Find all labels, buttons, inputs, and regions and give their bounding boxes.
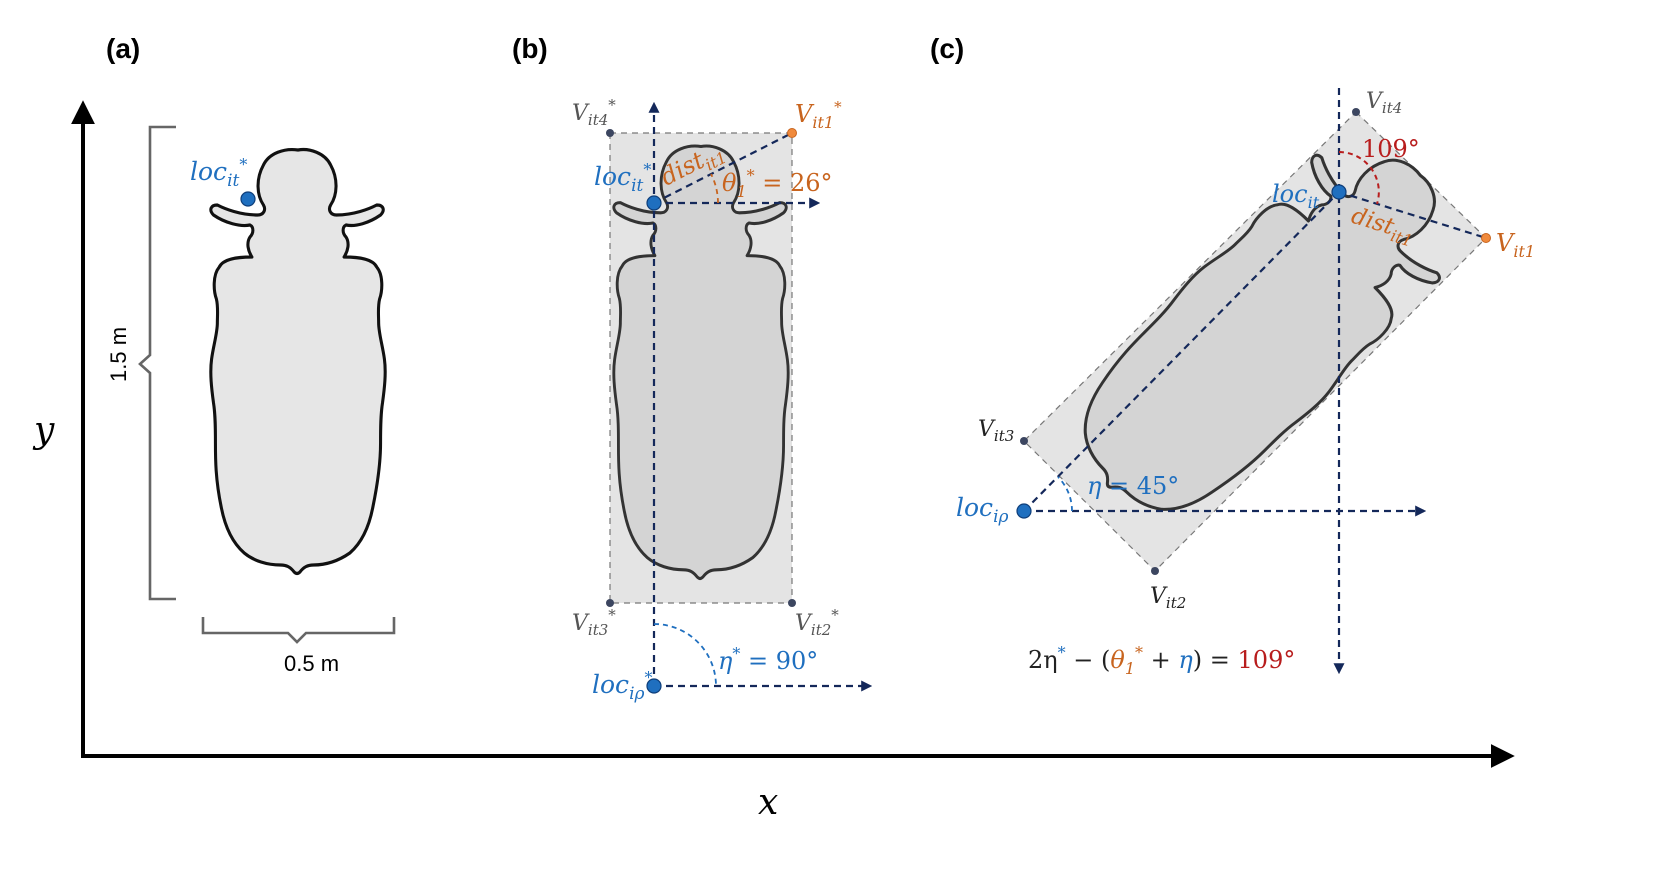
vertex-4-label: Vit4: [1366, 89, 1402, 117]
vertex-3-point: [1020, 437, 1028, 445]
vertex-2-label: Vit2*: [795, 606, 839, 639]
angle-109-label: 109°: [1362, 135, 1420, 163]
loc-rho-label: lociρ: [956, 493, 1009, 527]
height-bracket: [138, 125, 176, 601]
human-silhouette-aligned: [612, 144, 790, 581]
height-dimension-label: 1.5 m: [106, 327, 131, 382]
loc-it-star-point: [646, 195, 662, 211]
vertex-4-point: [1352, 108, 1360, 116]
vertex-4-label: Vit4*: [572, 96, 616, 129]
panel-b-label: (b): [512, 33, 548, 64]
loc-it-label: locit: [1272, 180, 1320, 212]
angle-formula: 2η* − (θ1* + η) = 109°: [1028, 643, 1295, 678]
vertex-3-label: Vit3*: [572, 606, 616, 639]
theta-label: θ1* = 26°: [722, 166, 833, 201]
human-silhouette-top-view: [209, 147, 387, 576]
loc-it-star-label: locit*: [190, 155, 247, 191]
vertex-2-point: [788, 599, 796, 607]
x-axis-label: x: [758, 782, 778, 823]
loc-it-point: [1331, 184, 1347, 200]
panel-a-label: (a): [106, 33, 140, 64]
eta-label: η = 45°: [1087, 472, 1179, 500]
vertex-1-label: Vit1*: [795, 98, 842, 132]
eta-star-label: η* = 90°: [718, 644, 818, 675]
loc-rho-star-point: [646, 678, 662, 694]
panel-c: Vit4 Vit1 Vit3 Vit2 locit distit1 109° η…: [956, 88, 1535, 678]
vertex-1-point: [787, 128, 797, 138]
eta-arc: [1057, 476, 1073, 512]
distance-line: [1338, 190, 1487, 240]
loc-rho-star-label: lociρ*: [592, 668, 653, 704]
width-bracket: [201, 617, 396, 644]
vertex-4-point: [606, 129, 614, 137]
panel-c-label: (c): [930, 33, 964, 64]
vertex-3-point: [606, 599, 614, 607]
theta-arc: [710, 173, 719, 204]
vertex-3-label: Vit3: [978, 417, 1014, 445]
loc-it-star-point: [240, 191, 256, 207]
eta-arc: [653, 623, 717, 687]
panel-b: Vit4* Vit1* Vit3* Vit2* locit* distit1 θ…: [572, 96, 873, 704]
angle-109-arc: [1338, 151, 1380, 205]
vertex-1-label: Vit1: [1496, 229, 1535, 261]
heading-line: [1023, 191, 1340, 512]
vertex-2-point: [1151, 567, 1159, 575]
panel-a: 1.5 m 0.5 m locit*: [106, 125, 396, 676]
vertex-2-label: Vit2: [1150, 584, 1186, 612]
distance-line: [653, 132, 793, 204]
y-axis-label: y: [32, 410, 55, 451]
loc-it-star-label: locit*: [594, 160, 651, 196]
width-dimension-label: 0.5 m: [284, 651, 339, 676]
loc-rho-point: [1016, 503, 1032, 519]
vertex-1-point: [1481, 233, 1491, 243]
